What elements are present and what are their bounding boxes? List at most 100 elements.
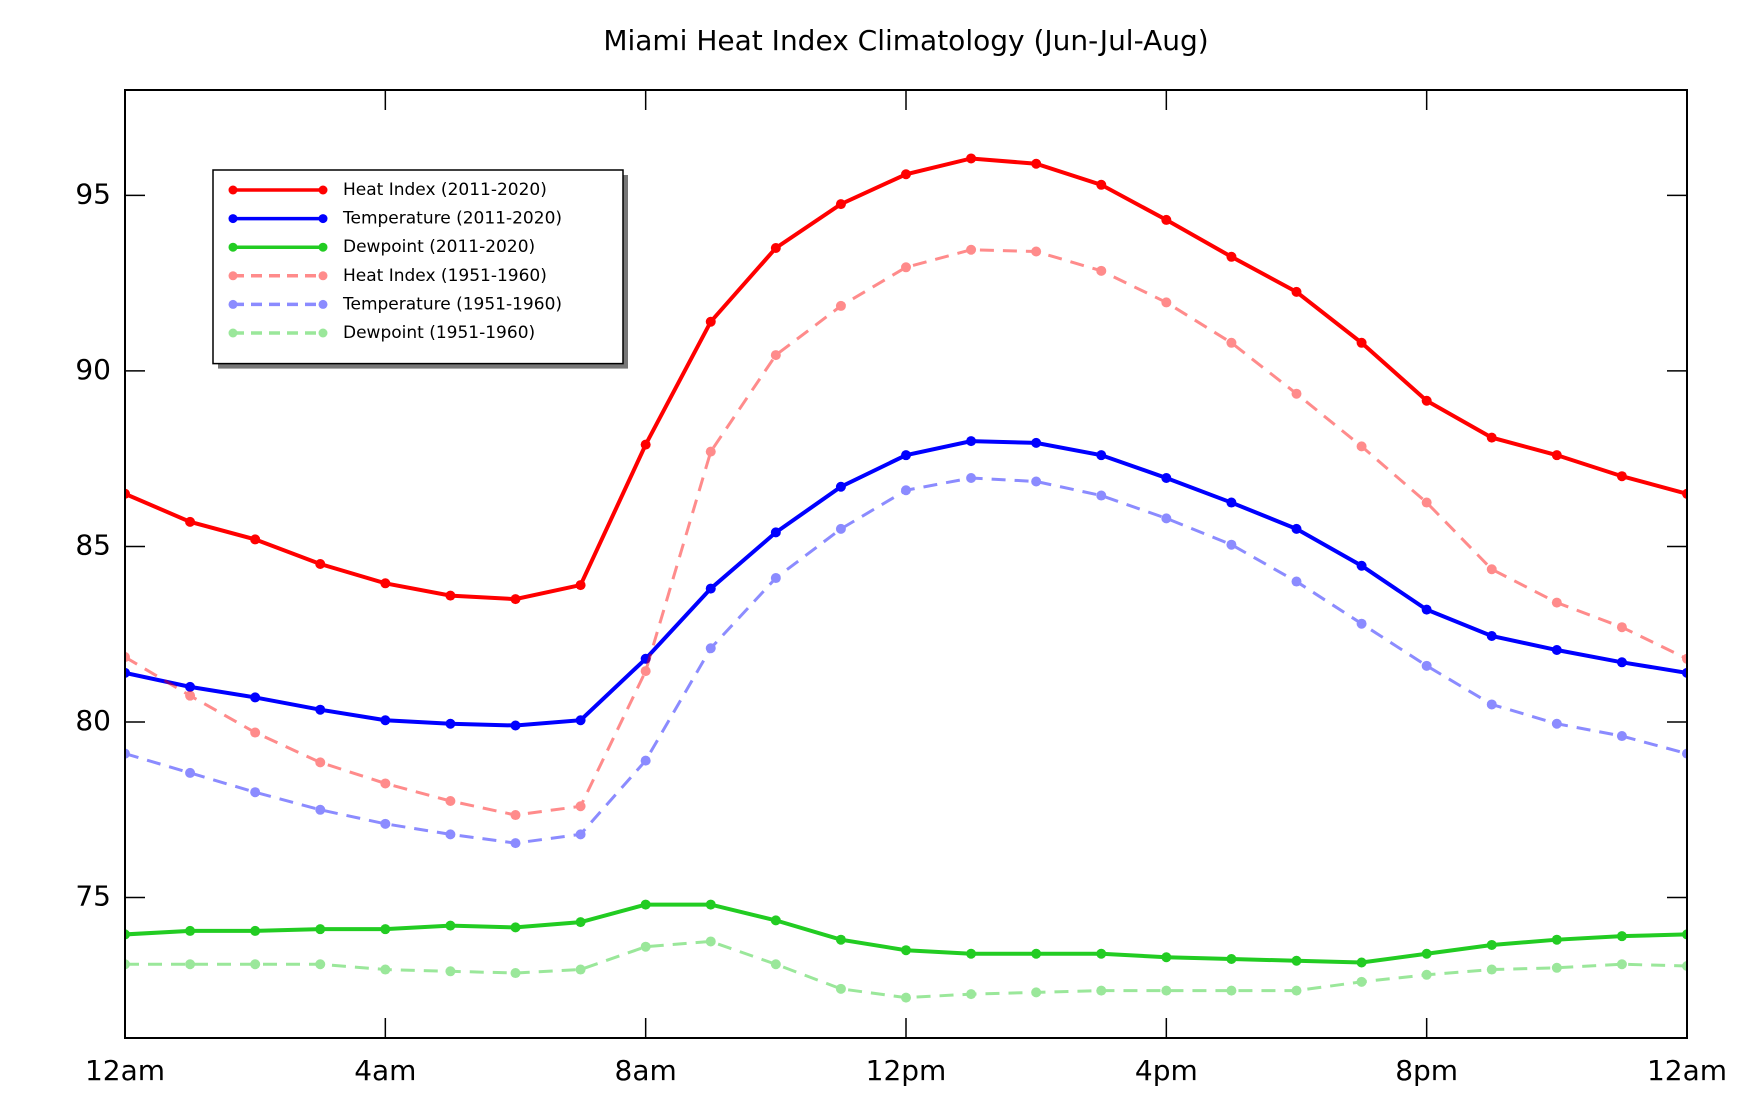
point [125,667,130,678]
point [835,199,846,210]
point [250,692,261,703]
point [575,715,586,726]
point [640,653,651,664]
point [315,559,326,569]
point [1291,985,1302,996]
point [1551,450,1562,461]
point [250,787,261,798]
point [1616,931,1627,942]
point [1356,976,1367,987]
point [835,300,846,311]
point [705,446,716,457]
point [1682,667,1687,678]
point [966,153,977,164]
point [705,316,716,327]
point [185,959,196,970]
point [445,718,456,729]
point [1682,488,1687,499]
point [1486,432,1497,443]
point [1291,388,1302,399]
point [770,959,781,970]
point [640,666,651,677]
point [1486,939,1497,950]
point [1226,539,1237,550]
point [445,590,456,601]
point [705,583,716,594]
legend-label: Dewpoint (2011-2020) [343,237,535,257]
point [1682,748,1687,759]
series [125,899,1687,968]
point [510,968,521,979]
point [1031,158,1042,169]
legend-dot [228,242,238,252]
x-tick-label: 4pm [1135,1054,1198,1087]
point [125,929,130,940]
point [575,801,586,812]
legend-dot [318,328,328,338]
y-tick-label: 90 [75,353,111,386]
point [705,899,716,910]
point [510,838,521,849]
legend-box [212,169,624,365]
point [185,516,196,527]
point [705,643,716,654]
point [901,945,911,956]
point [1421,497,1432,508]
point [966,989,977,1000]
x-tick-label: 8pm [1395,1054,1458,1087]
point [640,439,651,450]
point [445,829,456,840]
point [185,925,196,936]
series [125,936,1687,1003]
point [901,169,911,180]
point [380,778,391,789]
point [185,690,196,701]
point [901,485,911,496]
legend-key [228,328,328,338]
legend-key [228,214,328,224]
point [1682,653,1687,664]
point [380,818,391,829]
point [125,959,130,970]
point [1486,630,1497,641]
y-tick-label: 80 [75,704,111,737]
point [1096,179,1107,190]
point [1486,564,1497,575]
point [966,472,977,483]
legend-label: Dewpoint (1951-1960) [343,323,535,343]
point [835,934,846,945]
point [1421,948,1432,959]
point [1096,948,1107,959]
point [1356,441,1367,452]
x-tick-label: 8am [615,1054,677,1087]
point [835,523,846,534]
point [1161,214,1172,225]
point [770,350,781,361]
line [125,476,1687,845]
point [1486,699,1497,710]
legend-key [228,271,328,281]
point [1291,576,1302,587]
point [1226,251,1237,262]
point [380,715,391,726]
point [1226,337,1237,348]
point [1421,395,1432,406]
point [640,899,651,910]
point [835,983,846,994]
x-tick-label: 12am [1647,1054,1727,1087]
point [1161,513,1172,524]
point [1551,718,1562,729]
point [1356,618,1367,629]
legend-dot [318,185,328,195]
legend-label: Heat Index (2011-2020) [343,180,547,200]
legend-key [228,185,328,195]
point [1616,959,1627,970]
point [575,964,586,975]
point [1031,437,1042,448]
point [966,948,977,959]
series [125,244,1687,821]
point [1486,964,1497,975]
point [510,720,521,731]
legend-dot [228,185,238,195]
